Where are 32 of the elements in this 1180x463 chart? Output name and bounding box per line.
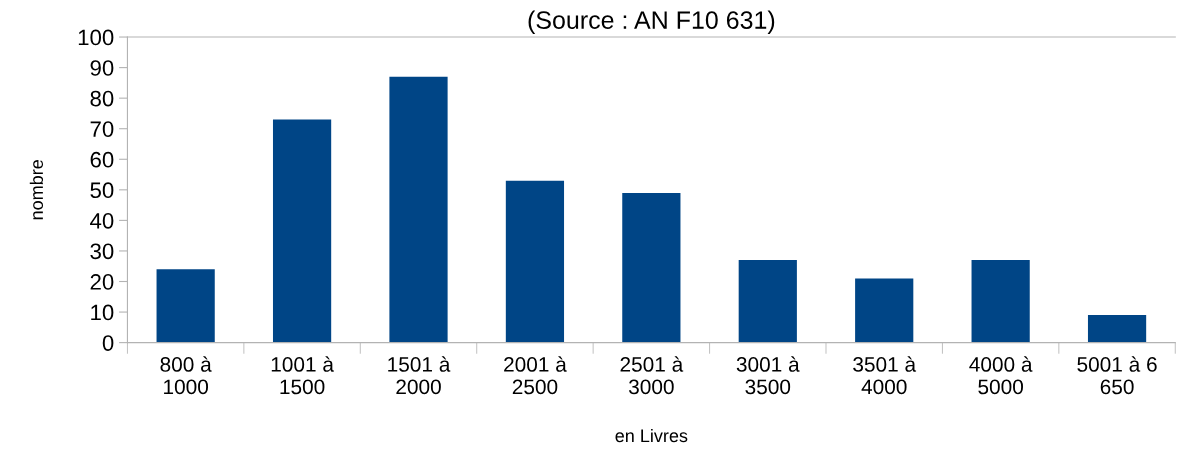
x-tick-label: 3001 à 3500 — [736, 356, 800, 395]
y-tick-label: 40 — [90, 212, 114, 229]
chart-title: (Source : AN F10 631) — [528, 10, 775, 34]
bar — [389, 76, 448, 343]
x-tick-label: 1501 à 2000 — [388, 356, 451, 395]
x-tick-label: 1001 à 1500 — [271, 356, 334, 395]
y-tick-label: 50 — [90, 182, 114, 199]
x-tick-label: 2501 à 3000 — [620, 356, 684, 395]
bar — [272, 119, 332, 343]
x-tick-label: 800 à 1000 — [160, 356, 212, 395]
y-tick-label: 30 — [90, 243, 114, 260]
bar — [622, 192, 681, 343]
y-tick-label: 100 — [78, 29, 114, 46]
bar — [156, 269, 215, 343]
y-tick-label: 60 — [90, 151, 114, 168]
x-tick-label: 4000 à 5000 — [969, 356, 1033, 395]
y-axis-title: nombre — [29, 160, 44, 220]
bar — [505, 180, 565, 343]
y-tick-label: 80 — [90, 90, 114, 107]
x-axis-title: en Livres — [615, 428, 688, 443]
bar — [1087, 315, 1147, 343]
y-tick-label: 10 — [91, 304, 114, 321]
bar — [855, 278, 914, 343]
x-tick-label: 2001 à 2500 — [504, 356, 567, 395]
x-tick-label: 5001 à 6 650 — [1077, 356, 1157, 395]
bar — [971, 260, 1030, 343]
y-tick-label: 0 — [102, 335, 114, 351]
y-tick-label: 20 — [90, 274, 114, 290]
x-tick-label: 3501 à 4000 — [853, 356, 917, 395]
bar — [738, 260, 797, 343]
y-tick-label: 70 — [90, 121, 114, 137]
y-tick-label: 90 — [90, 60, 114, 76]
